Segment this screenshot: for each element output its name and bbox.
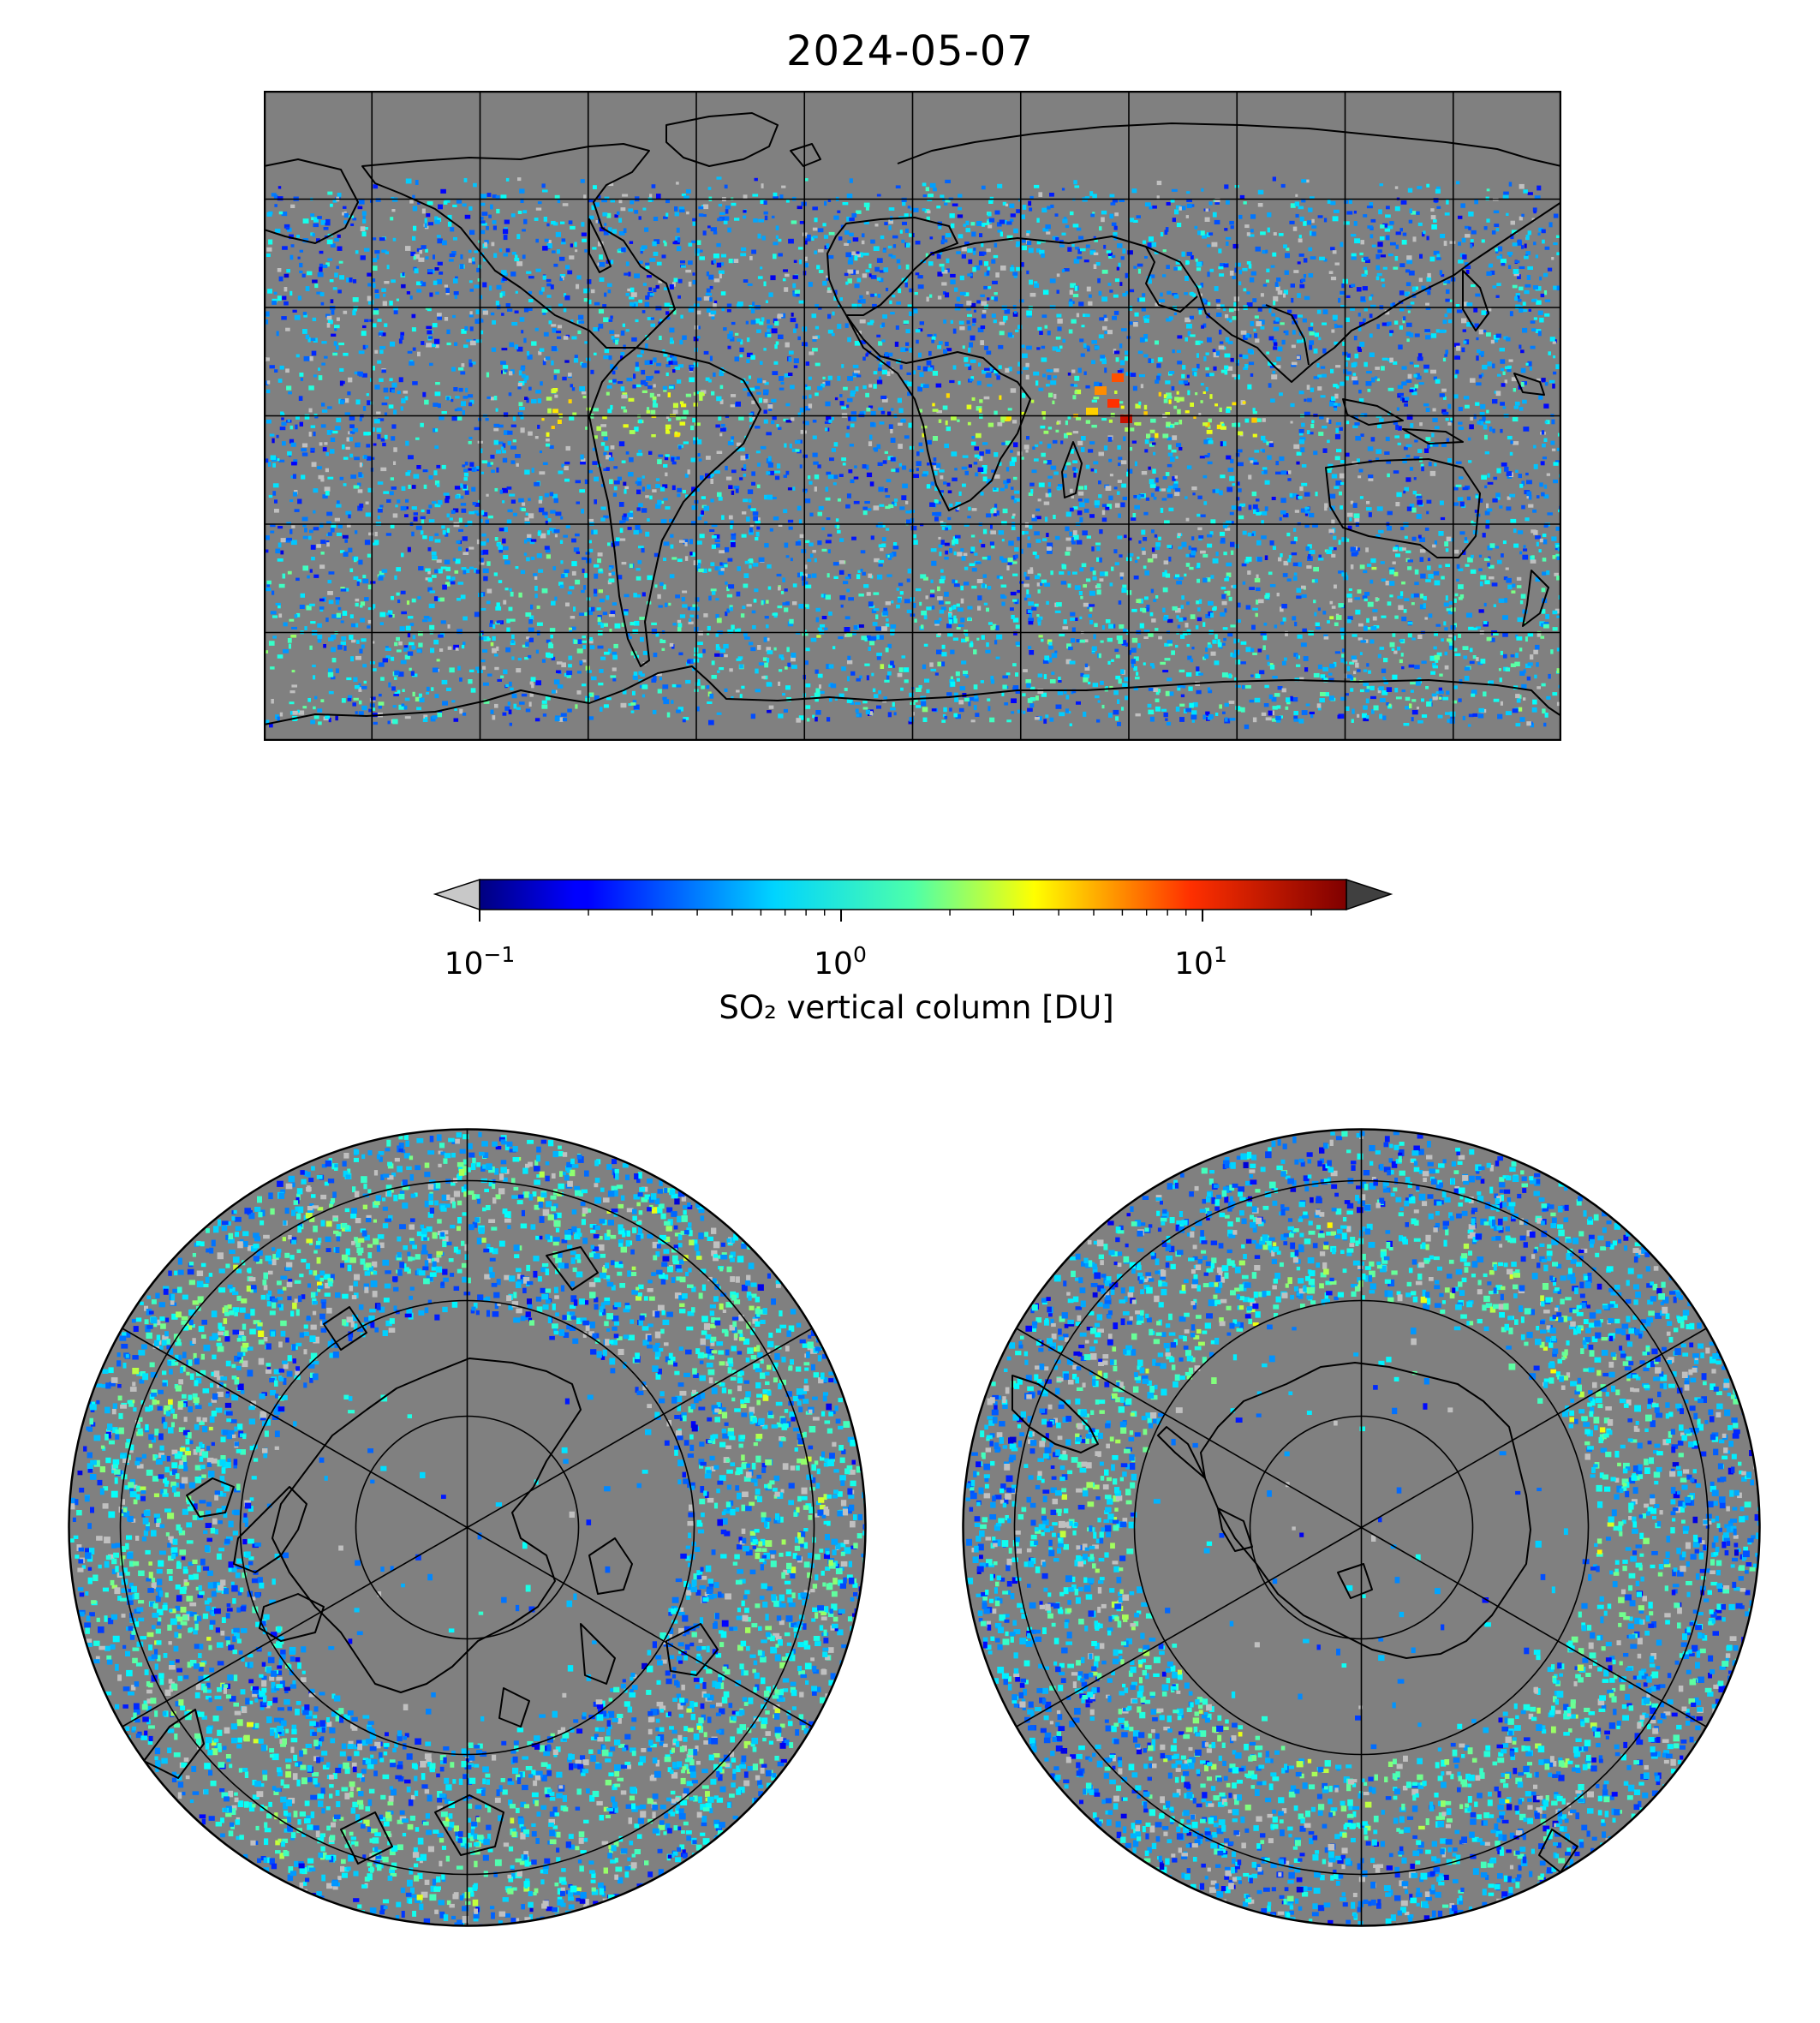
colorbar-tick-label-1: 10−1 — [444, 942, 516, 982]
colorbar-graphic — [433, 878, 1393, 922]
north-polar-gridlines — [119, 1129, 815, 1926]
global-so2-map — [264, 91, 1561, 741]
map-date-title: 2024-05-07 — [786, 27, 1034, 75]
global-coastlines — [264, 112, 1561, 725]
south-polar-frame — [962, 1128, 1761, 1927]
north-polar-so2-map — [68, 1128, 867, 1927]
colorbar-tick-label-2: 100 — [814, 942, 867, 982]
global-map-frame — [264, 91, 1561, 741]
south-polar-so2-map — [962, 1128, 1761, 1927]
north-polar-coastlines — [143, 1246, 719, 1865]
south-polar-so2-pixels — [965, 1131, 1760, 1926]
north-polar-frame — [68, 1128, 867, 1927]
colorbar-under-extension — [433, 878, 480, 911]
colorbar-over-extension — [1346, 878, 1393, 911]
north-polar-so2-pixels — [70, 1131, 866, 1926]
global-so2-pixels — [264, 176, 1561, 730]
colorbar-label: SO₂ vertical column [DU] — [719, 989, 1114, 1026]
south-polar-gridlines — [1013, 1129, 1710, 1926]
colorbar: 10−1 100 101 SO₂ vertical column [DU] — [428, 865, 1405, 1045]
colorbar-tick-label-3: 101 — [1174, 942, 1227, 982]
global-gridlines — [264, 91, 1561, 741]
colorbar-gradient — [480, 880, 1346, 910]
